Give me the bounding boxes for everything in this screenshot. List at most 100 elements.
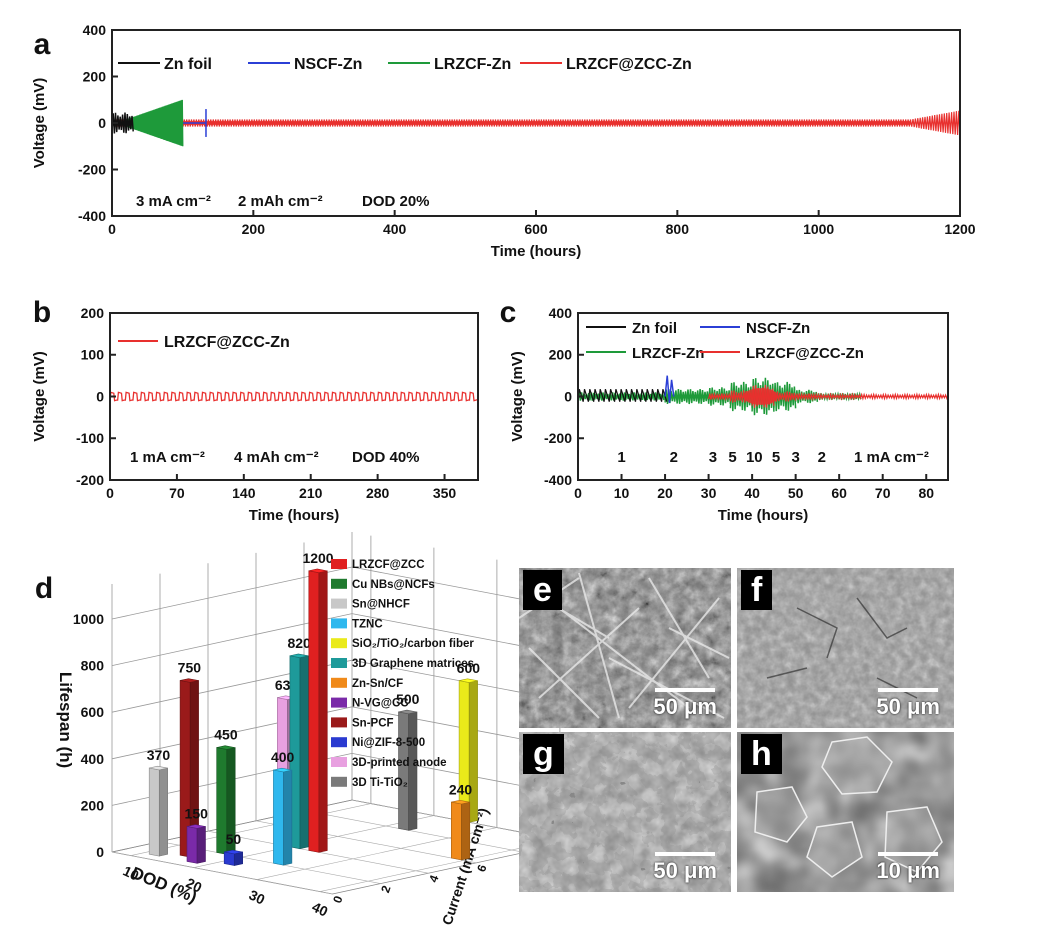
fiber-e-6: [668, 627, 730, 659]
fiber-e-1: [538, 607, 640, 699]
bar-d-front-11: [451, 801, 462, 861]
bar-d-side-4: [233, 851, 243, 866]
x-tick-label-a-4: 800: [666, 221, 690, 237]
bar-d-front-8: [273, 769, 284, 866]
series-c-lrzcf-zcc-seg-4: [795, 391, 818, 402]
x-tick-label-b-1: 70: [169, 485, 185, 501]
bar-d-top-3: [216, 745, 236, 750]
legend-a: Zn foil NSCF-Zn LRZCF-Zn LRZCF@ZCC-Zn 3 mA c…: [118, 56, 692, 210]
legend-d-label-8: Sn-PCF: [352, 717, 394, 729]
x-tick-label-b-3: 210: [299, 485, 323, 501]
legend-d-swatch-8: [331, 717, 347, 728]
rate-label-c-1: 2: [670, 449, 678, 466]
y-tick-label-a-0: 400: [83, 22, 107, 38]
series-group-a: [111, 99, 961, 147]
bar-d-value-label-1: 750: [178, 660, 202, 676]
panel-d: 02004006008001000102030400246810DOD (%)L…: [35, 532, 588, 927]
legend-d-label-10: 3D-printed anode: [352, 757, 447, 769]
bar-d-top-1: [180, 678, 199, 683]
bar-d-top-8: [273, 767, 292, 773]
series-c-lrzcf-seg-2: [707, 387, 732, 406]
rate-label-c-7: 2: [818, 449, 826, 466]
condition-b-0: 1 mA cm⁻²: [130, 449, 205, 466]
x-tick-label-a-1: 200: [242, 221, 266, 237]
bar-d-top-10: [459, 678, 478, 683]
y-tick-label-b-4: -200: [76, 472, 104, 488]
legend-d-swatch-3: [331, 618, 347, 629]
panel-label-c: c: [500, 296, 517, 329]
x-tick-label-a-0: 0: [108, 221, 116, 237]
x-axis-label-a: Time (hours): [491, 243, 582, 260]
bar-d-value-label-11: 240: [449, 781, 473, 797]
bar-d-front-9: [398, 711, 409, 831]
legend-d-label-11: 3D Ti-TiO₂: [352, 777, 408, 789]
x-tick-label-c-6: 60: [831, 485, 847, 501]
bar-d-front-0: [148, 767, 160, 857]
series-a-lrzcf: [125, 99, 184, 147]
legend-c-label-0: Zn foil: [632, 320, 677, 337]
legend-c-label-2: LRZCF-Zn: [632, 345, 704, 362]
rate-label-c-4: 10: [746, 449, 763, 466]
series-group-c: [577, 375, 949, 416]
series-group-b: [109, 391, 478, 402]
x-tick-label-b-5: 350: [433, 485, 457, 501]
grid-d-h-5: [111, 566, 573, 620]
series-c-lrzcf-zcc-seg-5: [816, 392, 949, 401]
scale-text-h: 10 μm: [876, 858, 940, 883]
y-tick-label-a-1: 200: [83, 68, 107, 84]
sem-panel-h: h 10 μm: [737, 732, 954, 892]
bar-d-top-11: [451, 799, 470, 805]
series-a-zn-foil: [111, 112, 134, 134]
legend-d-label-4: SiO₂/TiO₂/carbon fiber: [352, 638, 474, 650]
legend-d-swatch-11: [331, 776, 347, 787]
x-tick-label-c-3: 30: [701, 485, 717, 501]
series-c-lrzcf-seg-3: [729, 381, 753, 412]
condition-a-1: 2 mAh cm⁻²: [238, 193, 323, 210]
x-axis-label-b: Time (hours): [249, 507, 340, 524]
bar-d-top-4: [224, 849, 243, 855]
bar-d-value-label-3: 450: [214, 727, 238, 743]
sem-panel-f: f 50 μm: [737, 568, 954, 728]
x-tick-label-d-2: 30: [247, 887, 268, 908]
legend-d-label-5: 3D Graphene matrices: [352, 658, 474, 670]
bar-d-side-7: [318, 570, 328, 853]
rate-label-c-8: 1 mA cm⁻²: [854, 449, 929, 466]
x-tick-label-a-5: 1000: [803, 221, 834, 237]
scale-bar-h: 10 μm: [876, 852, 940, 884]
fiber-e-4: [648, 577, 710, 679]
x-axis-label-d: DOD (%): [129, 863, 200, 906]
bar-d-top-9: [398, 709, 418, 715]
y-axis-label-d: Lifespan (h): [56, 672, 75, 768]
panel-b: 0 70 140 210 280 350 200 100 0 -100 -200 Time (hour…: [31, 296, 479, 524]
legend-d-swatch-10: [331, 757, 347, 767]
z-tick-label-d-0: 0: [330, 894, 346, 905]
legend-a-label-0: Zn foil: [164, 56, 212, 73]
scale-text-g: 50 μm: [653, 858, 717, 883]
x-tick-label-c-7: 70: [875, 485, 891, 501]
x-axis-label-c: Time (hours): [718, 507, 809, 524]
x-tick-label-d-1: 20: [184, 875, 205, 896]
y-tick-label-c-4: -400: [544, 472, 572, 488]
sem-label-f: f: [741, 570, 773, 610]
x-tick-label-c-4: 40: [744, 485, 760, 501]
rate-label-c-5: 5: [772, 449, 780, 466]
condition-b-2: DOD 40%: [352, 449, 420, 466]
bar-d-top-6: [289, 653, 309, 658]
y-tick-label-b-1: 100: [81, 347, 105, 363]
scale-text-e: 50 μm: [653, 694, 717, 719]
z-tick-label-d-3: 6: [474, 862, 490, 873]
scale-bar-e: 50 μm: [653, 688, 717, 720]
y-tick-label-c-1: 200: [549, 347, 573, 363]
y-tick-label-b-0: 200: [81, 305, 105, 321]
legend-a-label-2: LRZCF-Zn: [434, 56, 511, 73]
legend-a-label-3: LRZCF@ZCC-Zn: [566, 56, 692, 73]
series-c-lrzcf-zcc-seg-2: [751, 384, 775, 408]
panel-label-b: b: [33, 296, 51, 329]
bar-d-value-label-8: 400: [271, 749, 295, 765]
bar-d-front-7: [308, 570, 320, 853]
panel-label-d: d: [35, 572, 53, 605]
fiber-e-3: [628, 597, 720, 709]
rate-label-c-6: 3: [791, 449, 799, 466]
fiber-e-2: [578, 572, 620, 719]
